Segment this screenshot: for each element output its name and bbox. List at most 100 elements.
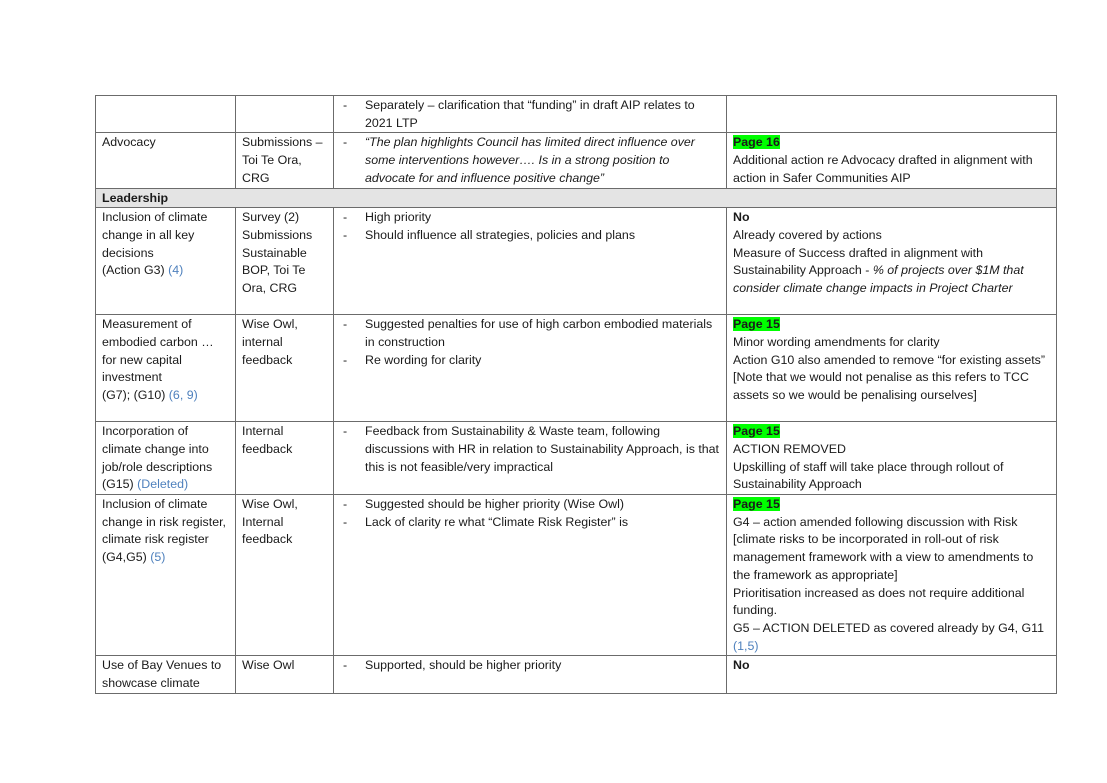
table-row: Separately – clarification that “funding… [95, 94, 1057, 134]
response-text: [Note that we would not penalise as this… [733, 370, 1029, 403]
page-badge: Page 15 [733, 496, 1050, 514]
feedback-item: “The plan highlights Council has limited… [340, 134, 720, 187]
response-text: Action G10 also amended to remove “for e… [733, 352, 1045, 367]
feedback-cell: Separately – clarification that “funding… [333, 94, 727, 134]
response-line: [Note that we would not penalise as this… [733, 369, 1050, 404]
feedback-list: “The plan highlights Council has limited… [340, 134, 720, 187]
feedback-item: Suggested should be higher priority (Wis… [340, 496, 720, 514]
action-reference: (G7); (G10) [102, 388, 166, 403]
source-cell: Wise Owl [235, 655, 334, 694]
response-line: Upskilling of staff will take place thro… [733, 459, 1050, 494]
response-text: Upskilling of staff will take place thro… [733, 459, 1004, 492]
response-text: Prioritisation increased as does not req… [733, 585, 1025, 618]
page-badge: Page 15 [733, 423, 1050, 441]
issue-text: Measurement of embodied carbon … for new… [102, 317, 214, 385]
action-reference: (G15) [102, 477, 134, 492]
feedback-list: Suggested penalties for use of high carb… [340, 316, 720, 369]
response-line: Action G10 also amended to remove “for e… [733, 352, 1050, 370]
page-reference: (4) [168, 263, 184, 278]
table-row: Use of Bay Venues to showcase climate Wis… [95, 655, 1057, 694]
feedback-cell: Suggested penalties for use of high carb… [333, 314, 727, 423]
issue-cell: Incorporation of climate change into job… [95, 421, 236, 496]
feedback-list: Suggested should be higher priority (Wis… [340, 496, 720, 531]
response-cell: Page 15 ACTION REMOVED Upskilling of staff… [726, 421, 1057, 496]
feedback-item: High priority [340, 209, 720, 227]
page-reference: (6, 9) [168, 388, 198, 403]
issue-cell: Inclusion of climate change in all key d… [95, 207, 236, 316]
response-cell: No [726, 655, 1057, 694]
issue-text: Inclusion of climate change in risk regi… [102, 497, 226, 547]
feedback-cell: Suggested should be higher priority (Wis… [333, 494, 727, 657]
source-cell [235, 94, 334, 134]
source-cell: Submissions – Toi Te Ora, CRG [235, 132, 334, 189]
measure-text: Measure of Success drafted in alignment … [733, 245, 984, 278]
issue-text: Use of Bay Venues to showcase climate [102, 658, 222, 691]
response-text: G5 – ACTION DELETED as covered already b… [733, 620, 1045, 635]
page-highlight: Page 15 [733, 424, 780, 439]
source-cell: Internal feedback [235, 421, 334, 496]
feedback-item: Separately – clarification that “funding… [340, 97, 720, 132]
table-row: Inclusion of climate change in risk regi… [95, 494, 1057, 657]
page-highlight: Page 15 [733, 317, 780, 332]
issue-text: Advocacy [102, 135, 156, 150]
feedback-cell: “The plan highlights Council has limited… [333, 132, 727, 189]
issue-text: Inclusion of climate change in all key d… [102, 210, 208, 260]
response-decision: No [733, 210, 750, 225]
source-cell: Wise Owl, internal feedback [235, 314, 334, 423]
response-text: ACTION REMOVED [733, 441, 846, 456]
response-cell: Page 16 Additional action re Advocacy dra… [726, 132, 1057, 189]
response-cell: Page 15 Minor wording amendments for clar… [726, 314, 1057, 423]
feedback-item: Feedback from Sustainability & Waste tea… [340, 423, 720, 476]
page-reference: (Deleted) [137, 477, 189, 492]
response-text: Minor wording amendments for clarity [733, 334, 940, 349]
feedback-table-body: Separately – clarification that “funding… [95, 94, 1057, 694]
feedback-cell: Feedback from Sustainability & Waste tea… [333, 421, 727, 496]
feedback-list: Feedback from Sustainability & Waste tea… [340, 423, 720, 476]
quote-text: “The plan highlights Council has limited… [365, 135, 695, 185]
page-badge: Page 16 [733, 134, 1050, 152]
response-line: Prioritisation increased as does not req… [733, 585, 1050, 620]
response-decision: No [733, 658, 750, 673]
response-line: G4 – action amended following discussion… [733, 514, 1050, 585]
page-highlight: Page 15 [733, 497, 780, 512]
measure-of-success: Measure of Success drafted in alignment … [733, 245, 1050, 298]
response-line: Already covered by actions [733, 227, 1050, 245]
feedback-list: Separately – clarification that “funding… [340, 97, 720, 132]
table-row: Incorporation of climate change into job… [95, 421, 1057, 496]
page-highlight: Page 16 [733, 135, 780, 150]
issue-cell: Advocacy [95, 132, 236, 189]
response-cell: Page 15 G4 – action amended following dis… [726, 494, 1057, 657]
section-row: Leadership [95, 187, 1057, 209]
response-line: G5 – ACTION DELETED as covered already b… [733, 620, 1050, 655]
feedback-list: High priorityShould influence all strate… [340, 209, 720, 244]
feedback-item: Lack of clarity re what “Climate Risk Re… [340, 514, 720, 532]
page-reference: (1,5) [733, 638, 759, 653]
table-row: Measurement of embodied carbon … for new… [95, 314, 1057, 423]
feedback-table: Separately – clarification that “funding… [95, 94, 1057, 694]
response-line: Additional action re Advocacy drafted in… [733, 152, 1050, 187]
response-text: Additional action re Advocacy drafted in… [733, 153, 1033, 185]
source-cell: Survey (2) Submissions Sustainable BOP, … [235, 207, 334, 316]
feedback-cell: High priorityShould influence all strate… [333, 207, 727, 316]
page-reference: (5) [150, 550, 166, 565]
response-text: G4 – action amended following discussion… [733, 514, 1034, 582]
feedback-item: Re wording for clarity [340, 352, 720, 370]
section-heading: Leadership [95, 187, 1057, 209]
issue-cell: Inclusion of climate change in risk regi… [95, 494, 236, 657]
feedback-cell: Supported, should be higher priority [333, 655, 727, 694]
feedback-item: Supported, should be higher priority [340, 657, 720, 675]
feedback-item: Suggested penalties for use of high carb… [340, 316, 720, 351]
issue-text: Incorporation of climate change into job… [102, 424, 213, 474]
response-cell [726, 94, 1057, 134]
issue-cell: Use of Bay Venues to showcase climate [95, 655, 236, 694]
table-row: Advocacy Submissions – Toi Te Ora, CRG “Th… [95, 132, 1057, 189]
feedback-item: Should influence all strategies, policie… [340, 227, 720, 245]
issue-cell [95, 94, 236, 134]
response-text: Already covered by actions [733, 227, 882, 242]
action-reference: (G4,G5) [102, 550, 147, 565]
response-line: ACTION REMOVED [733, 441, 1050, 459]
feedback-list: Supported, should be higher priority [340, 657, 720, 675]
page-badge: Page 15 [733, 316, 1050, 334]
source-cell: Wise Owl, Internal feedback [235, 494, 334, 657]
table-row: Inclusion of climate change in all key d… [95, 207, 1057, 316]
